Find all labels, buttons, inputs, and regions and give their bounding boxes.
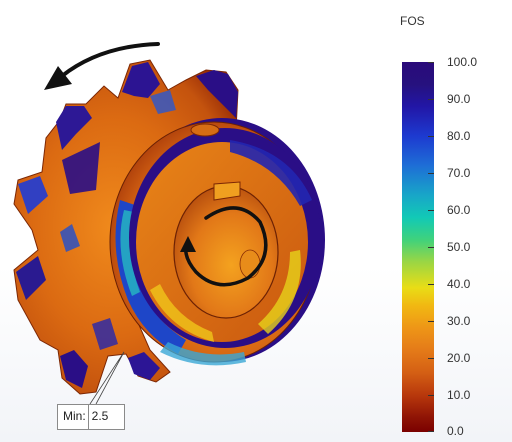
tick-mark: [428, 395, 434, 396]
set-screw-hole: [190, 123, 220, 137]
min-label: Min:: [58, 405, 89, 429]
tick-label: 50.0: [447, 240, 471, 254]
tick-mark: [428, 62, 434, 63]
min-value: 2.5: [91, 409, 109, 423]
tick-mark: [428, 358, 434, 359]
legend-title: FOS: [400, 14, 425, 28]
tick-label: 30.0: [447, 314, 471, 328]
sprocket-model[interactable]: [13, 59, 325, 395]
tick-mark: [428, 210, 434, 211]
tick-label: 60.0: [447, 203, 471, 217]
curved-arrow-counterclockwise-icon: [44, 42, 160, 90]
tick-mark: [428, 99, 434, 100]
tick-label: 80.0: [447, 129, 471, 143]
tick-mark: [428, 136, 434, 137]
circular-arrow-icon: [180, 206, 268, 287]
tick-mark: [428, 284, 434, 285]
tick-label: 90.0: [447, 92, 471, 106]
min-value-marker[interactable]: Min: 2.5: [57, 404, 126, 430]
tick-label: 10.0: [447, 388, 471, 402]
min-leader-line: [89, 351, 125, 405]
tick-label: 70.0: [447, 166, 471, 180]
tick-mark: [428, 321, 434, 322]
tick-label: 20.0: [447, 351, 471, 365]
tick-label: 100.0: [447, 55, 478, 69]
tick-mark: [428, 173, 434, 174]
tick-label: 40.0: [447, 277, 471, 291]
tick-label: 0.0: [447, 424, 464, 438]
tick-mark: [428, 431, 434, 432]
keyway: [213, 181, 241, 201]
tick-mark: [428, 247, 434, 248]
